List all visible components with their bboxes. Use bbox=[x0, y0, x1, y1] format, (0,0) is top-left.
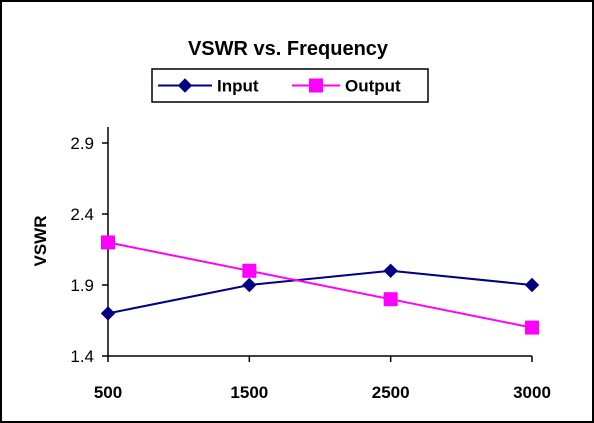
x-tick-label: 500 bbox=[94, 383, 122, 402]
series-output bbox=[101, 235, 539, 335]
legend-marker-output bbox=[309, 78, 323, 93]
legend-label-output: Output bbox=[345, 77, 401, 96]
data-point-output-2500 bbox=[383, 292, 398, 307]
x-tick-label: 1500 bbox=[230, 383, 268, 402]
y-axis-label: VSWR bbox=[31, 216, 50, 267]
data-point-output-3000 bbox=[525, 320, 539, 335]
legend-item-output: Output bbox=[292, 77, 401, 96]
legend-label-input: Input bbox=[217, 77, 259, 96]
y-tick-label: 2.9 bbox=[70, 134, 94, 153]
series-input bbox=[100, 263, 540, 321]
data-point-output-1500 bbox=[242, 263, 257, 278]
chart-title: VSWR vs. Frequency bbox=[188, 38, 389, 60]
data-point-input-500 bbox=[100, 306, 116, 321]
y-tick-label: 1.4 bbox=[70, 347, 94, 366]
series-line-input bbox=[107, 269, 533, 315]
y-tick-label: 1.9 bbox=[70, 276, 94, 295]
legend: Input Output bbox=[151, 68, 429, 103]
data-point-input-2500 bbox=[383, 263, 398, 279]
y-tick-label: 2.4 bbox=[70, 205, 94, 224]
x-tick-label: 3000 bbox=[513, 383, 551, 402]
data-point-input-3000 bbox=[524, 277, 540, 293]
legend-item-input: Input bbox=[158, 77, 259, 96]
x-tick-label: 2500 bbox=[372, 383, 410, 402]
legend-marker-input bbox=[177, 78, 193, 93]
data-point-output-500 bbox=[101, 235, 115, 250]
series-line-output bbox=[107, 241, 533, 329]
data-point-input-1500 bbox=[242, 277, 257, 293]
